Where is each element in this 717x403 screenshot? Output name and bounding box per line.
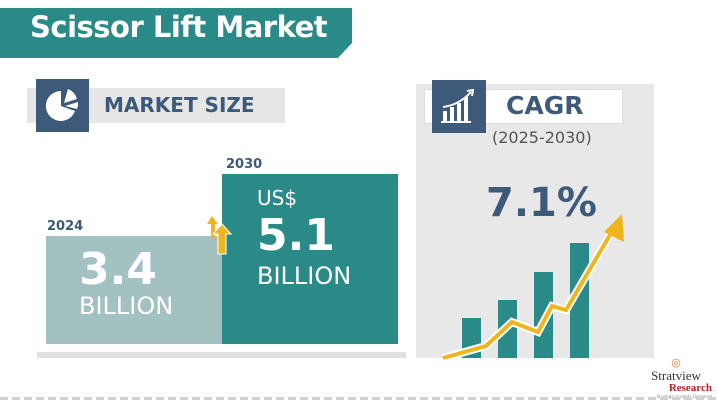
- year-2024: 2024: [47, 219, 84, 234]
- cagr-period: (2025-2030): [492, 128, 592, 147]
- growth-graphic: [441, 214, 624, 360]
- cagr-label: CAGR: [506, 91, 584, 120]
- baseline: [37, 352, 406, 358]
- value-2024: 3.4: [79, 244, 157, 295]
- unit-2024: BILLION: [79, 292, 174, 320]
- page-title: Scissor Lift Market: [30, 10, 328, 44]
- footer-divider: [0, 397, 717, 400]
- growth-chart-icon: [432, 80, 486, 133]
- logo-tagline: Strategic Insights Delivered: [636, 394, 716, 399]
- logo-sub: Research: [668, 382, 712, 394]
- stratview-logo: ◎ Stratview Research Strategic Insights …: [636, 356, 716, 399]
- logo-name: Stratview: [651, 368, 701, 383]
- pie-chart-icon: [36, 79, 89, 132]
- value-2030: 5.1: [257, 210, 335, 261]
- target-icon: ◎: [671, 356, 681, 369]
- up-arrows-icon: [207, 216, 233, 255]
- title-banner: [0, 8, 352, 58]
- bar-2024: 3.4 BILLION: [46, 236, 222, 344]
- cagr-value: 7.1%: [486, 180, 597, 226]
- unit-2030: BILLION: [257, 262, 352, 290]
- arrow-head-icon: [604, 214, 624, 242]
- year-2030: 2030: [226, 157, 263, 172]
- currency-2030: US$: [257, 186, 298, 210]
- market-size-label: MARKET SIZE: [104, 93, 255, 117]
- bar-2030: US$ 5.1 BILLION: [222, 174, 398, 344]
- trend-arrow: [442, 226, 616, 360]
